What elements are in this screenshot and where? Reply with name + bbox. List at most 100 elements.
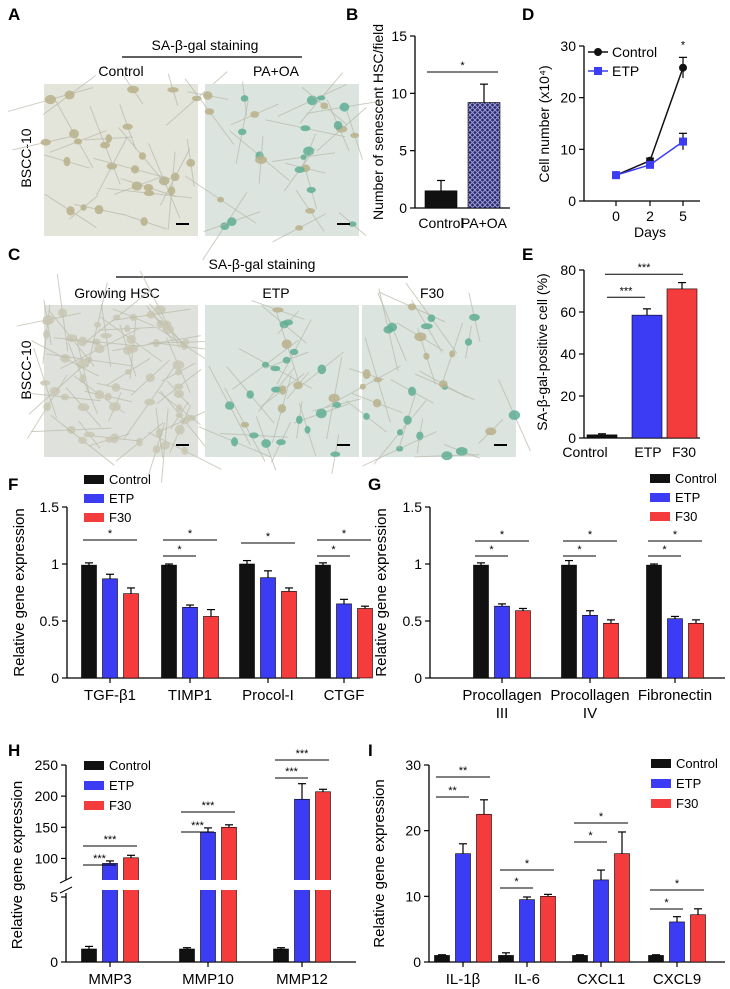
f-y-tick-label: 0.5 [40, 613, 60, 629]
micrograph-a-paoa-cell [250, 110, 260, 118]
panel-label-i: I [368, 741, 373, 760]
micrograph-c-f30-cell [455, 447, 468, 456]
g-legend-swatch [650, 512, 670, 521]
micrograph-a-control-cell [143, 183, 154, 192]
g-legend-swatch [650, 493, 670, 502]
micrograph-a-paoa-cell [294, 166, 305, 173]
micrograph-c-f30-cell [464, 338, 473, 346]
e-sig-label: *** [638, 262, 652, 274]
micrograph-a-paoa-cell [240, 95, 249, 102]
g-bar-Procollagen III-ETP [494, 605, 510, 679]
f-legend-swatch [84, 513, 104, 522]
micrograph-a-control-cell [186, 158, 196, 167]
e-bar-Control [586, 434, 618, 439]
panel-label-f: F [8, 475, 18, 494]
h-y-label: Relative gene expression [9, 781, 26, 949]
micrograph-a-control-cell [138, 152, 147, 160]
micrograph-c-f30-cell [441, 451, 453, 461]
g-sig-label: * [588, 529, 593, 541]
micrograph-c-f30-cell [383, 325, 394, 334]
panel-label-g: G [368, 475, 381, 494]
f-bar-TIMP1-ETP [182, 607, 198, 679]
f-legend-label: Control [109, 472, 151, 487]
micrograph-c-etp-cell [315, 408, 327, 419]
i-legend-label: ETP [676, 776, 701, 791]
g-bar-Procollagen IV-ETP [582, 614, 598, 679]
i-sig-label: * [664, 897, 669, 909]
i-x-tick-label: CXCL9 [653, 971, 701, 988]
e-x-tick-label: ETP [634, 444, 661, 460]
micrograph-a-control [7, 71, 228, 236]
e-bar-ETP [631, 314, 663, 439]
micrograph-c-etp-cell [317, 364, 327, 375]
panel-a-col-control: Control [98, 63, 143, 79]
h-y-tick-label: 5 [50, 889, 58, 905]
b-x-tick-label: PA+OA [461, 215, 508, 231]
micrograph-c-growing-cell [93, 321, 101, 328]
micrograph-a-control-cell [80, 204, 87, 211]
micrograph-c-etp-cell [272, 307, 284, 313]
f-bar-Procol-I-F30 [281, 591, 297, 679]
b-y-label: Number of senescent HSC/field [370, 24, 386, 220]
e-x-tick-label: Control [562, 444, 607, 460]
micrograph-c-growing-cell [159, 441, 170, 450]
i-x-tick-label: CXCL1 [577, 971, 625, 988]
micrograph-c-growing-cell [105, 436, 114, 443]
chart-b: 0 5 10 15 Number of senescent HSC/field Contr… [370, 24, 510, 231]
h-bar-MMP3-ETP [102, 863, 118, 963]
g-bar-Fibronectin-F30 [688, 622, 704, 679]
h-legend-swatch [84, 801, 104, 810]
f-y-tick-label: 0 [51, 670, 59, 686]
micrograph-c-f30-cell [485, 427, 497, 436]
micrograph-c-etp-cell [270, 365, 281, 372]
micrograph-a-control-cell [64, 90, 75, 100]
f-legend-swatch [84, 494, 104, 503]
g-bar-Fibronectin-ETP [667, 618, 683, 679]
h-bar-MMP10-ETP [200, 831, 216, 963]
d-legend-label: ETP [612, 63, 639, 79]
g-x-tick-label: Procollagen [462, 687, 541, 704]
micrograph-c-etp-cell [281, 339, 292, 349]
d-point-ETP [612, 171, 620, 180]
micrograph-c-growing-cell [84, 356, 93, 364]
micrograph-c-etp-cell [249, 432, 259, 439]
micrograph-c-growing-cell [104, 392, 112, 401]
f-x-tick-label: TIMP1 [168, 687, 212, 704]
panel-label-d: D [522, 5, 534, 24]
micrograph-c-f30-cell [449, 350, 456, 358]
h-y-tick-label: 150 [35, 819, 59, 835]
micrograph-a-paoa-cell [339, 102, 350, 112]
micrograph-c-growing-cell [144, 398, 156, 406]
micrograph-a-control-cell [63, 156, 71, 167]
micrograph-c-f30-cell [403, 415, 412, 425]
f-sig-label: * [266, 531, 271, 543]
micrograph-c-etp-cell [295, 415, 303, 424]
f-legend-label: ETP [109, 491, 134, 506]
micrograph-c-f30-cell [420, 323, 433, 330]
e-y-tick-label: 20 [560, 388, 576, 404]
d-x-tick-label: 2 [646, 208, 654, 224]
micrograph-c-growing-cell [67, 425, 76, 434]
f-y-label: Relative gene expression [11, 508, 28, 676]
i-bar-IL-1β-ETP [455, 853, 471, 963]
f-sig-label: * [108, 528, 113, 540]
e-y-tick-label: 60 [560, 304, 576, 320]
panel-c-col-f30: F30 [420, 285, 444, 301]
chart-g: 0 0.5 1 1.5 Relative gene expression Procolla… [373, 471, 725, 722]
e-y-label: SA-β-gal-positive cell (%) [534, 273, 550, 430]
micrograph-a-paoa-cell [295, 225, 304, 231]
d-legend-label: Control [612, 44, 657, 60]
micrograph-a-control-cell [167, 186, 176, 196]
micrograph-a-control-cell [130, 165, 140, 174]
e-x-tick-label: F30 [672, 444, 696, 460]
micrograph-c-growing-cell [154, 305, 166, 314]
micrograph-a-paoa-cell [306, 186, 316, 194]
g-x-tick-label: III [496, 705, 509, 722]
micrograph-c-growing-cell [126, 334, 136, 344]
f-sig-label: * [342, 528, 347, 540]
g-bar-Procollagen III-F30 [515, 610, 531, 679]
d-y-tick-label: 0 [568, 193, 576, 209]
micrograph-c-growing-cell [79, 373, 87, 383]
e-bar-F30 [666, 288, 698, 439]
panel-c-col-growing: Growing HSC [74, 285, 160, 301]
